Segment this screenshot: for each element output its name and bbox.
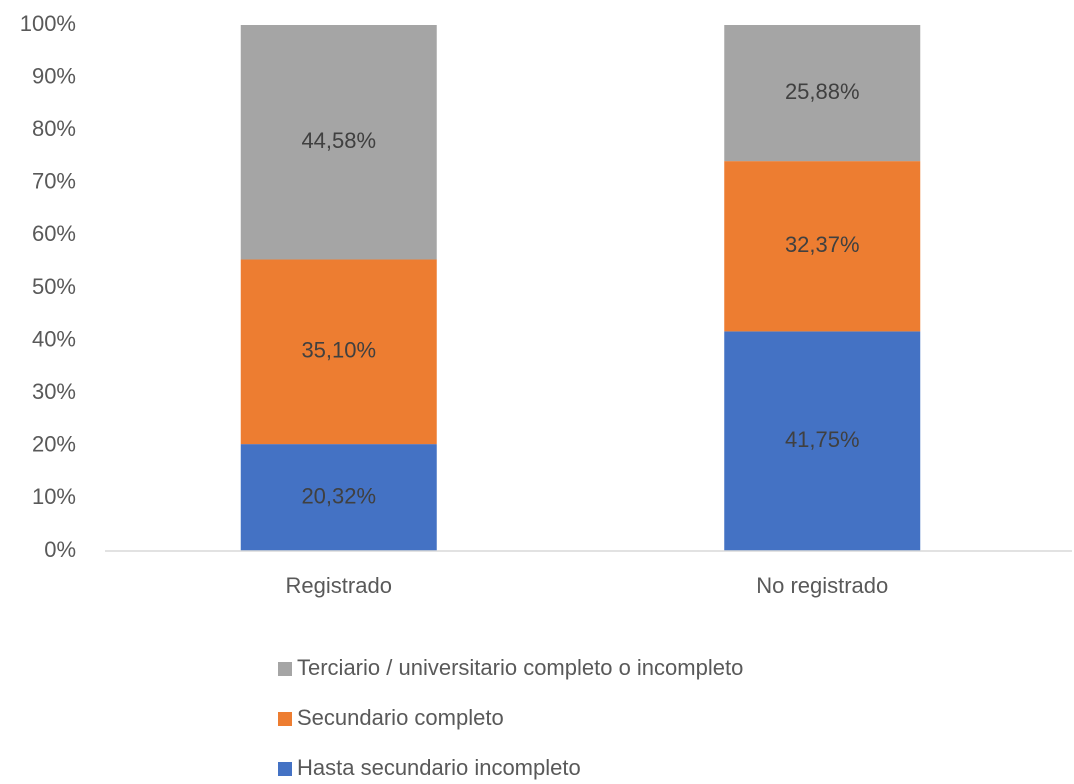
y-tick-label: 100% (20, 11, 76, 36)
y-tick-label: 70% (32, 169, 76, 194)
bar-segment (240, 25, 437, 260)
y-tick-label: 0% (44, 537, 76, 562)
data-label: 44,58% (301, 128, 376, 153)
legend-swatch (278, 712, 292, 726)
legend-label: Hasta secundario incompleto (297, 755, 581, 780)
legend-label: Secundario completo (297, 705, 504, 730)
x-tick-label: No registrado (756, 573, 888, 598)
y-tick-label: 60% (32, 221, 76, 246)
y-tick-label: 40% (32, 326, 76, 351)
y-tick-label: 90% (32, 63, 76, 88)
y-tick-label: 30% (32, 379, 76, 404)
y-tick-label: 80% (32, 116, 76, 141)
x-tick-label: Registrado (286, 573, 392, 598)
legend-swatch (278, 662, 292, 676)
bar-segment (240, 259, 437, 445)
bar-segment (724, 331, 921, 551)
data-label: 41,75% (785, 427, 860, 452)
data-label: 20,32% (301, 483, 376, 508)
y-tick-label: 50% (32, 274, 76, 299)
data-label: 25,88% (785, 79, 860, 104)
y-tick-label: 20% (32, 432, 76, 457)
data-label: 35,10% (301, 338, 376, 363)
bar-segment (240, 444, 437, 551)
legend-swatch (278, 762, 292, 776)
data-label: 32,37% (785, 232, 860, 257)
bar-segment (724, 161, 921, 332)
bar-segment (724, 25, 921, 162)
legend-label: Terciario / universitario completo o inc… (297, 655, 743, 680)
y-tick-label: 10% (32, 484, 76, 509)
